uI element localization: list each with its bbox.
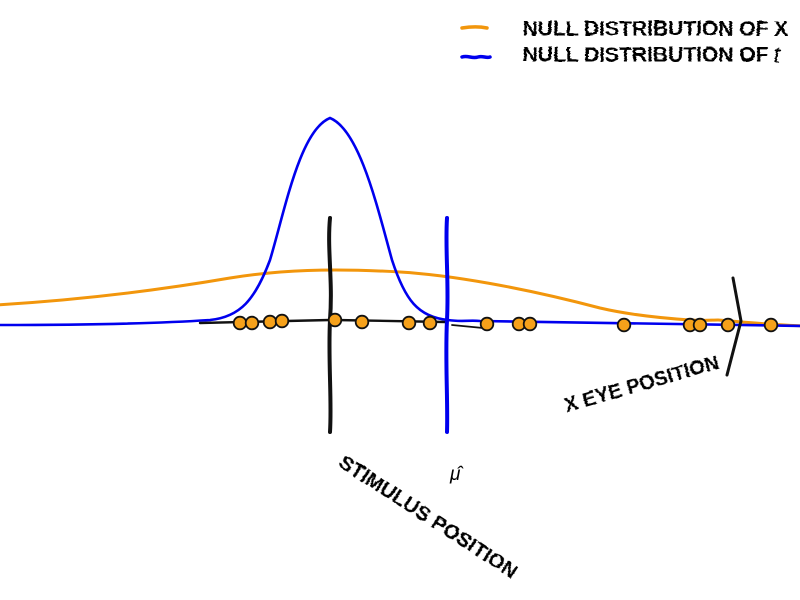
svg-text:NULL DISTRIBUTION OF X: NULL DISTRIBUTION OF X xyxy=(522,17,788,40)
svg-text:NULL DISTRIBUTION OF: NULL DISTRIBUTION OF xyxy=(522,43,768,66)
